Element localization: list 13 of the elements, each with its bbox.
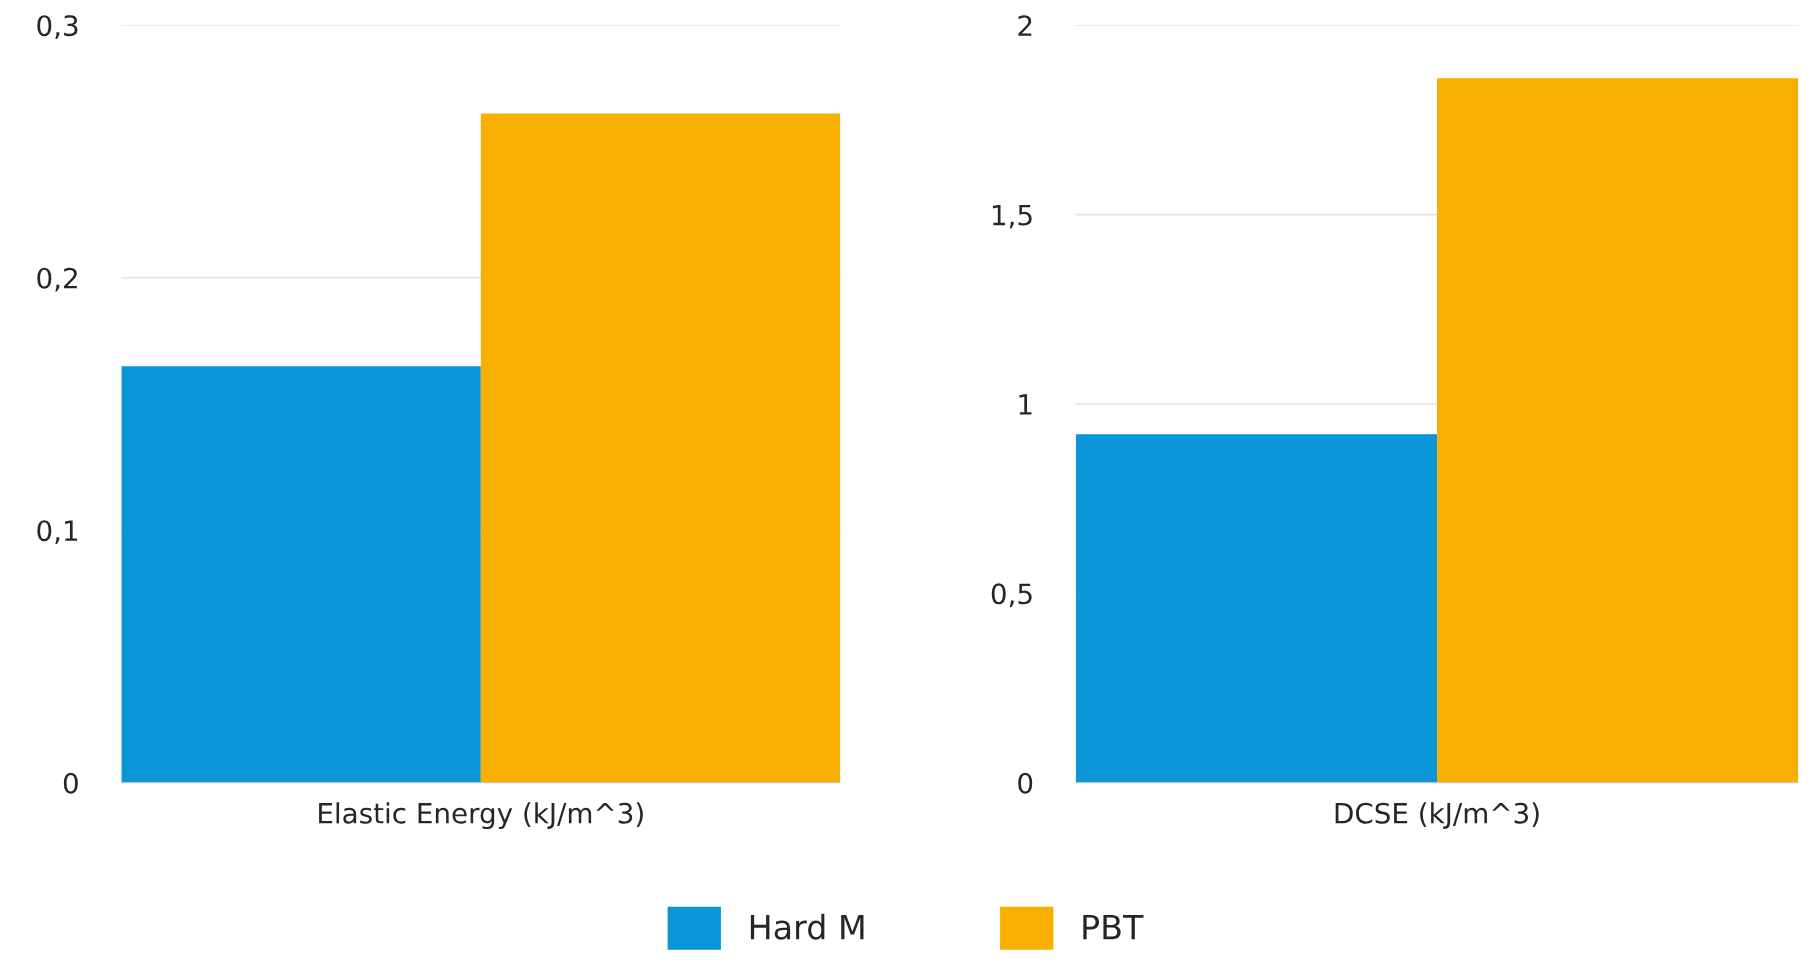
y-tick-label: 1,5 — [992, 204, 1032, 229]
y-tick-label: 0,2 — [37, 267, 77, 292]
y-tick-label: 0 — [63, 772, 78, 794]
y-tick-label: 0 — [1018, 772, 1033, 794]
y-tick-label: 2 — [1018, 15, 1032, 36]
legend-label: PBT — [1083, 914, 1144, 940]
y-tick-label: 0,5 — [991, 583, 1032, 608]
y-tick-label: 0,1 — [37, 520, 78, 545]
x-tick-label: DCSE (kJ/m^3) — [1335, 802, 1539, 829]
y-tick-label: 0,3 — [37, 15, 78, 39]
y-tick-label: 1 — [1019, 394, 1032, 415]
legend-label: Hard M — [750, 913, 864, 940]
x-tick-label: Elastic Energy (kJ/m^3) — [319, 802, 643, 830]
